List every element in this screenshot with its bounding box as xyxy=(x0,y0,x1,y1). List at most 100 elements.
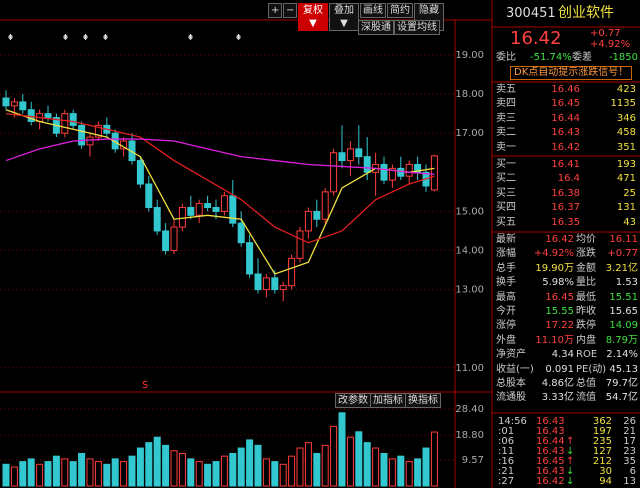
kline-chart: 19.00 18.00 17.00 15.00 14.00 13.00 11.00 S 28.4… xyxy=(0,19,492,488)
level-volume: 351 xyxy=(616,141,636,153)
tick-count: 35 xyxy=(623,456,636,467)
level-price: 16.44 xyxy=(551,112,580,124)
volume-bar xyxy=(388,458,396,487)
toolbar-button[interactable]: 叠加▼ xyxy=(329,3,359,31)
stat-label: 收益(一) xyxy=(496,363,534,375)
toolbar-button[interactable]: 复权▼ xyxy=(298,3,328,31)
tick-volume: 197 xyxy=(592,426,612,437)
candle-body xyxy=(304,210,312,232)
level-volume: 25 xyxy=(623,187,636,199)
indicator-button[interactable]: 改参数 xyxy=(335,393,371,408)
moving-average xyxy=(5,113,435,244)
stat-label: 涨幅 xyxy=(496,248,516,260)
stat-value: 15.51 xyxy=(609,291,638,303)
toolbar-button[interactable]: 设置均线 xyxy=(394,20,440,35)
candle-body xyxy=(136,160,144,185)
level-volume: 193 xyxy=(616,159,636,170)
stat-label: 总股本 xyxy=(496,378,526,389)
volume-bar xyxy=(103,463,111,487)
volume-bar xyxy=(397,455,405,487)
tick-time: :21 xyxy=(498,466,515,477)
candle-body xyxy=(288,257,296,287)
candle-body xyxy=(321,191,329,220)
field-label: 委差 xyxy=(572,52,592,63)
volume-bar xyxy=(145,442,153,487)
candle-body xyxy=(279,285,287,291)
level-volume: 423 xyxy=(616,84,636,95)
last-price: 16.42 xyxy=(510,28,562,49)
tick-time: :16 xyxy=(498,456,515,467)
toolbar-button[interactable]: + xyxy=(268,3,282,18)
indicator-button[interactable]: 换指标 xyxy=(405,393,441,408)
candle-body xyxy=(262,277,270,291)
toolbar-button[interactable]: 深股通 xyxy=(358,20,394,35)
event-markers xyxy=(8,34,241,40)
level-label: 买三 xyxy=(496,187,516,199)
signal-mark: S xyxy=(142,380,148,391)
tick-volume: 30 xyxy=(599,466,612,477)
candle-body xyxy=(296,230,304,259)
toolbar-button[interactable]: 简约 xyxy=(387,3,413,18)
tick-direction: ↓ xyxy=(566,446,575,457)
level-volume: 471 xyxy=(616,173,636,185)
tick-count: 13 xyxy=(623,476,636,487)
stat-value: 8.79万 xyxy=(605,334,638,346)
candle-body xyxy=(178,206,186,228)
volume-bar xyxy=(61,458,69,487)
volume-bar xyxy=(330,425,338,487)
stat-label: 最高 xyxy=(496,291,516,303)
candle-body xyxy=(61,113,69,134)
volume-bar xyxy=(430,431,438,487)
indicator-button[interactable]: 加指标 xyxy=(370,393,406,408)
level-label: 卖五 xyxy=(496,84,516,95)
volume-bar xyxy=(296,447,304,487)
tick-count: 21 xyxy=(623,426,636,437)
volume-bar xyxy=(321,444,329,487)
level-label: 卖二 xyxy=(496,127,516,139)
candle-body xyxy=(254,273,262,291)
volume-bar xyxy=(204,463,212,487)
y-tick-label: 11.00 xyxy=(455,363,484,374)
tick-count: 26 xyxy=(623,416,636,427)
signal-link[interactable]: DK点自动提示涨跌信号！ xyxy=(510,66,633,80)
volume-bar xyxy=(313,452,321,487)
y-tick-label: 13.00 xyxy=(455,285,484,296)
y-tick-label: 15.00 xyxy=(455,206,484,217)
y-tick-label: 9.57 xyxy=(462,455,484,466)
tick-time: :27 xyxy=(498,476,515,487)
volume-bar xyxy=(346,436,354,487)
stock-name: 创业软件 xyxy=(558,5,614,21)
tick-direction: ↓ xyxy=(566,466,575,477)
level-price: 16.35 xyxy=(551,216,580,228)
volume-bar xyxy=(94,461,102,487)
stat-value: 19.90万 xyxy=(535,262,574,274)
volume-bar xyxy=(372,447,380,487)
level-price: 16.46 xyxy=(551,84,580,95)
tick-direction: ↓ xyxy=(566,476,575,487)
stat-label: 总值 xyxy=(576,378,596,389)
level-label: 买一 xyxy=(496,159,516,170)
stat-value: 4.86亿 xyxy=(541,378,574,389)
volume-bar xyxy=(120,461,128,487)
candle-body xyxy=(405,163,413,177)
volume-bar xyxy=(44,461,52,487)
candle-body xyxy=(397,167,405,177)
stat-label: 今开 xyxy=(496,306,516,317)
toolbar-button[interactable]: 画线 xyxy=(360,3,386,18)
toolbar-button[interactable]: − xyxy=(283,3,297,18)
volume-bar xyxy=(69,461,77,487)
tick-price: 16.44 xyxy=(536,436,565,447)
stat-label: 净资产 xyxy=(496,349,526,361)
candle-body xyxy=(94,124,102,138)
level-price: 16.45 xyxy=(551,98,580,110)
level-label: 卖三 xyxy=(496,112,516,124)
candle-body xyxy=(195,203,203,216)
volume-bar xyxy=(153,436,161,487)
volume-bar xyxy=(220,455,228,487)
moving-average xyxy=(5,138,435,175)
level-price: 16.38 xyxy=(551,187,580,199)
stat-label: 量比 xyxy=(576,277,596,289)
stat-value: 45.13 xyxy=(609,363,638,375)
stat-label: 均价 xyxy=(576,234,596,245)
y-tick-label: 18.80 xyxy=(455,430,484,441)
